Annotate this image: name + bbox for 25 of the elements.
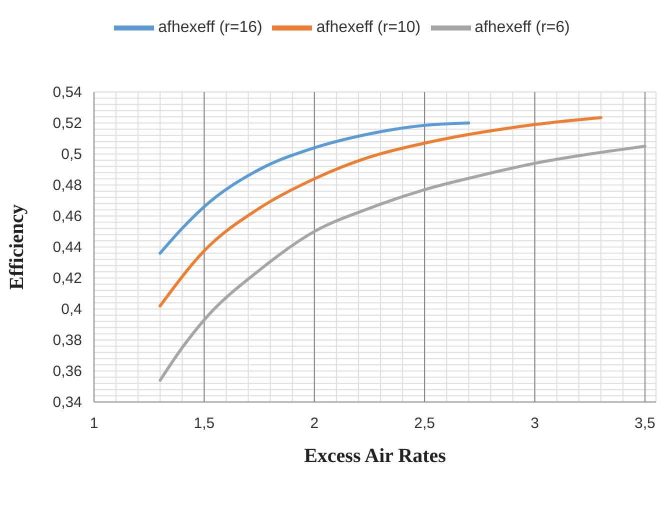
y-tick-label: 0,52 (52, 115, 82, 132)
x-tick-label: 1,5 (194, 415, 215, 432)
y-tick-label: 0,48 (52, 177, 82, 194)
x-tick-label: 3 (530, 415, 539, 432)
y-tick-label: 0,46 (52, 208, 82, 225)
x-tick-label: 2 (310, 415, 319, 432)
y-tick-label: 0,34 (52, 394, 82, 411)
y-tick-label: 0,42 (52, 270, 82, 287)
y-tick-label: 0,38 (52, 332, 82, 349)
y-axis-title: Efficiency (6, 204, 28, 290)
line-series (158, 144, 646, 382)
x-tick-label: 2,5 (414, 415, 436, 432)
line-series (158, 122, 470, 255)
x-tick-label: 1 (90, 415, 98, 432)
y-tick-label: 0,4 (61, 301, 82, 318)
legend-label: afhexeff (r=6) (474, 19, 570, 36)
legend-label: afhexeff (r=10) (316, 19, 421, 36)
y-tick-label: 0,5 (61, 146, 82, 163)
x-axis-title: Excess Air Rates (304, 445, 446, 467)
y-tick-label: 0,36 (52, 363, 82, 380)
x-tick-label: 3,5 (634, 415, 656, 432)
y-tick-label: 0,54 (52, 84, 82, 101)
line-series (158, 116, 602, 308)
y-tick-label: 0,44 (52, 239, 82, 256)
legend-label: afhexeff (r=16) (158, 19, 262, 36)
